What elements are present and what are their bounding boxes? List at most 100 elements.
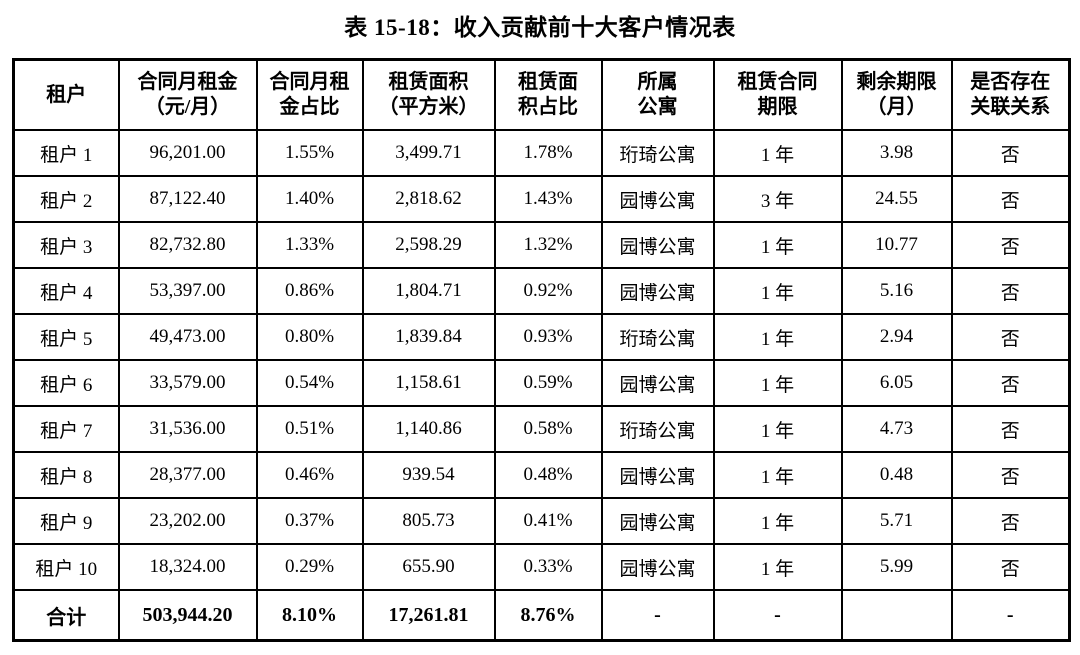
- data-cell: 0.33%: [493, 543, 603, 591]
- data-cell: 2,818.62: [361, 175, 496, 223]
- total-cell: 8.76%: [493, 589, 603, 642]
- tenant-row: 租户 1 96,201.00 1.55% 3,499.71 1.78% 珩琦公寓 1 年 3.…: [12, 129, 1071, 177]
- tenant-row: 租户 7 31,536.00 0.51% 1,140.86 0.58% 珩琦公寓 1 年 4.…: [12, 405, 1071, 453]
- data-cell: 0.29%: [255, 543, 364, 591]
- data-cell: 3 年: [712, 175, 843, 223]
- data-cell: 3.98: [840, 129, 953, 177]
- data-cell: 0.54%: [255, 359, 364, 407]
- data-cell: 6.05: [840, 359, 953, 407]
- header-cell: 租赁合同 期限: [712, 58, 843, 131]
- tenant-label-cell: 租户 6: [12, 359, 120, 407]
- data-cell: 1 年: [712, 313, 843, 361]
- data-cell: 10.77: [840, 221, 953, 269]
- total-cell: 17,261.81: [361, 589, 496, 642]
- data-cell: 2,598.29: [361, 221, 496, 269]
- data-cell: 1.78%: [493, 129, 603, 177]
- header-cell: 租赁面积 （平方米）: [361, 58, 496, 131]
- data-cell: 园博公寓: [600, 451, 715, 499]
- data-cell: 1 年: [712, 497, 843, 545]
- total-cell: 8.10%: [255, 589, 364, 642]
- data-cell: 0.93%: [493, 313, 603, 361]
- data-cell: 园博公寓: [600, 359, 715, 407]
- total-cell: 503,944.20: [117, 589, 258, 642]
- data-cell: 0.58%: [493, 405, 603, 453]
- data-cell: 5.99: [840, 543, 953, 591]
- header-cell: 合同月租 金占比: [255, 58, 364, 131]
- data-cell: 1 年: [712, 129, 843, 177]
- header-cell: 剩余期限 （月）: [840, 58, 953, 131]
- data-cell: 805.73: [361, 497, 496, 545]
- data-cell: 49,473.00: [117, 313, 258, 361]
- data-cell: 655.90: [361, 543, 496, 591]
- header-row: 租户 合同月租金 （元/月） 合同月租 金占比 租赁面积 （平方米） 租赁面 积占比 所属…: [12, 58, 1071, 131]
- tenant-row: 租户 9 23,202.00 0.37% 805.73 0.41% 园博公寓 1 年 5.71…: [12, 497, 1071, 545]
- data-cell: 否: [950, 129, 1071, 177]
- data-cell: 否: [950, 267, 1071, 315]
- tenant-row: 租户 6 33,579.00 0.54% 1,158.61 0.59% 园博公寓 1 年 6.…: [12, 359, 1071, 407]
- tenant-label-cell: 租户 2: [12, 175, 120, 223]
- data-cell: 939.54: [361, 451, 496, 499]
- data-cell: 1.32%: [493, 221, 603, 269]
- table-header: 租户 合同月租金 （元/月） 合同月租 金占比 租赁面积 （平方米） 租赁面 积占比 所属…: [12, 58, 1071, 131]
- total-row: 合计 503,944.20 8.10% 17,261.81 8.76% - - -: [12, 589, 1071, 642]
- tenant-row: 租户 8 28,377.00 0.46% 939.54 0.48% 园博公寓 1 年 0.48…: [12, 451, 1071, 499]
- data-cell: 96,201.00: [117, 129, 258, 177]
- header-cell: 是否存在 关联关系: [950, 58, 1071, 131]
- data-cell: 园博公寓: [600, 221, 715, 269]
- data-cell: 1 年: [712, 451, 843, 499]
- data-cell: 1,140.86: [361, 405, 496, 453]
- data-cell: 18,324.00: [117, 543, 258, 591]
- tenant-label-cell: 租户 8: [12, 451, 120, 499]
- tenant-row: 租户 4 53,397.00 0.86% 1,804.71 0.92% 园博公寓 1 年 5.…: [12, 267, 1071, 315]
- data-cell: 24.55: [840, 175, 953, 223]
- total-cell: -: [600, 589, 715, 642]
- data-cell: 0.80%: [255, 313, 364, 361]
- data-cell: 园博公寓: [600, 175, 715, 223]
- data-cell: 2.94: [840, 313, 953, 361]
- data-cell: 28,377.00: [117, 451, 258, 499]
- data-cell: 87,122.40: [117, 175, 258, 223]
- data-cell: 否: [950, 497, 1071, 545]
- data-cell: 0.92%: [493, 267, 603, 315]
- data-cell: 1 年: [712, 359, 843, 407]
- data-cell: 1 年: [712, 267, 843, 315]
- tenant-label-cell: 租户 4: [12, 267, 120, 315]
- total-cell: [840, 589, 953, 642]
- data-cell: 否: [950, 451, 1071, 499]
- data-cell: 否: [950, 221, 1071, 269]
- data-cell: 82,732.80: [117, 221, 258, 269]
- data-cell: 1 年: [712, 543, 843, 591]
- data-cell: 31,536.00: [117, 405, 258, 453]
- data-cell: 否: [950, 543, 1071, 591]
- data-cell: 5.16: [840, 267, 953, 315]
- header-cell: 合同月租金 （元/月）: [117, 58, 258, 131]
- data-cell: 23,202.00: [117, 497, 258, 545]
- data-cell: 园博公寓: [600, 543, 715, 591]
- data-cell: 53,397.00: [117, 267, 258, 315]
- tenant-label-cell: 租户 7: [12, 405, 120, 453]
- data-cell: 1,839.84: [361, 313, 496, 361]
- data-cell: 3,499.71: [361, 129, 496, 177]
- total-cell: -: [950, 589, 1071, 642]
- total-label-cell: 合计: [12, 589, 120, 642]
- data-cell: 否: [950, 175, 1071, 223]
- data-cell: 4.73: [840, 405, 953, 453]
- data-cell: 0.41%: [493, 497, 603, 545]
- data-cell: 1 年: [712, 221, 843, 269]
- data-cell: 1,158.61: [361, 359, 496, 407]
- data-cell: 33,579.00: [117, 359, 258, 407]
- data-cell: 1.40%: [255, 175, 364, 223]
- total-cell: -: [712, 589, 843, 642]
- tenant-label-cell: 租户 9: [12, 497, 120, 545]
- data-cell: 园博公寓: [600, 267, 715, 315]
- data-cell: 1.55%: [255, 129, 364, 177]
- data-cell: 1 年: [712, 405, 843, 453]
- data-cell: 0.46%: [255, 451, 364, 499]
- data-cell: 0.51%: [255, 405, 364, 453]
- data-cell: 5.71: [840, 497, 953, 545]
- tenant-label-cell: 租户 5: [12, 313, 120, 361]
- data-cell: 珩琦公寓: [600, 129, 715, 177]
- header-cell: 所属 公寓: [600, 58, 715, 131]
- tenant-label-cell: 租户 1: [12, 129, 120, 177]
- tenant-label-cell: 租户 3: [12, 221, 120, 269]
